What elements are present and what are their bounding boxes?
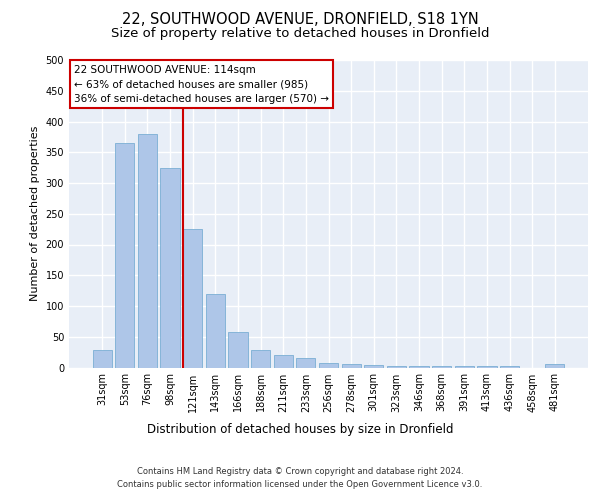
Bar: [387, 366, 406, 368]
Text: Contains HM Land Registry data © Crown copyright and database right 2024.
Contai: Contains HM Land Registry data © Crown c…: [118, 468, 482, 489]
Bar: [115, 143, 134, 368]
Bar: [92, 350, 112, 368]
Bar: [364, 365, 383, 368]
Text: Distribution of detached houses by size in Dronfield: Distribution of detached houses by size …: [147, 422, 453, 436]
Bar: [455, 366, 474, 368]
Text: 22, SOUTHWOOD AVENUE, DRONFIELD, S18 1YN: 22, SOUTHWOOD AVENUE, DRONFIELD, S18 1YN: [122, 12, 478, 28]
Bar: [409, 366, 428, 368]
Bar: [545, 364, 565, 368]
Bar: [341, 364, 361, 368]
Bar: [296, 358, 316, 368]
Bar: [319, 363, 338, 368]
Bar: [274, 355, 293, 368]
Y-axis label: Number of detached properties: Number of detached properties: [30, 126, 40, 302]
Bar: [477, 366, 497, 368]
Bar: [160, 168, 180, 368]
Bar: [229, 332, 248, 368]
Text: 22 SOUTHWOOD AVENUE: 114sqm
← 63% of detached houses are smaller (985)
36% of se: 22 SOUTHWOOD AVENUE: 114sqm ← 63% of det…: [74, 64, 329, 104]
Bar: [432, 366, 451, 368]
Text: Size of property relative to detached houses in Dronfield: Size of property relative to detached ho…: [111, 28, 489, 40]
Bar: [251, 350, 270, 368]
Bar: [138, 134, 157, 368]
Bar: [183, 229, 202, 368]
Bar: [206, 294, 225, 368]
Bar: [500, 366, 519, 368]
